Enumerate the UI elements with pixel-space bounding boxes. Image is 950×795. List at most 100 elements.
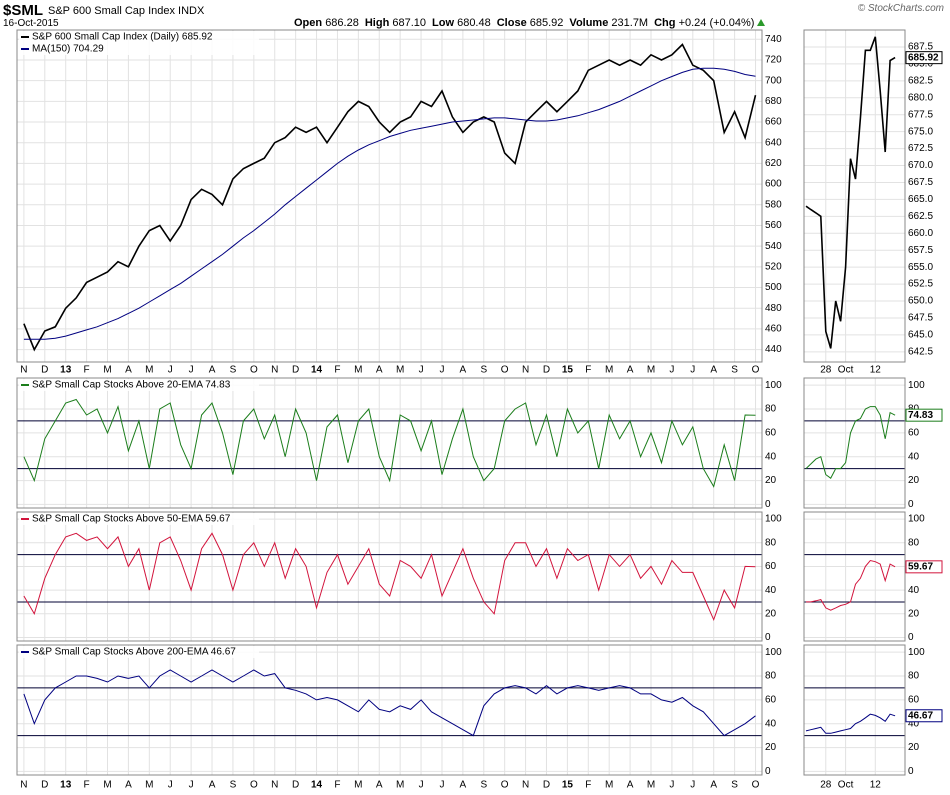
legend-label: S&P 600 Small Cap Index (Daily) 685.92: [32, 32, 213, 43]
x-tick-label: F: [334, 365, 340, 376]
y-tick-label: 520: [765, 261, 782, 272]
x-tick-label: 28: [820, 365, 832, 376]
x-tick-label: O: [501, 365, 509, 376]
x-tick-label: 12: [870, 780, 882, 791]
quote-label: Low: [432, 17, 455, 29]
x-tick-label: D: [41, 780, 48, 791]
panel-border: [16, 377, 763, 509]
y-tick-label: 100: [765, 514, 782, 525]
y-tick-label: 665.0: [908, 194, 933, 205]
y-tick-label: 677.5: [908, 109, 933, 120]
x-tick-label: S: [480, 780, 487, 791]
x-tick-label: N: [20, 780, 27, 791]
legend-label: S&P Small Cap Stocks Above 50-EMA 59.67: [32, 514, 231, 525]
panel-border: [16, 644, 763, 776]
y-tick-label: 100: [765, 647, 782, 658]
x-tick-label: 15: [562, 365, 574, 376]
x-tick-label: F: [585, 365, 591, 376]
quote-value: 680.48: [457, 17, 491, 29]
series-line: [23, 398, 756, 488]
x-tick-label: 12: [870, 365, 882, 376]
y-tick-label: 60: [765, 561, 777, 572]
last-value-box: [905, 709, 943, 723]
x-tick-label: N: [522, 780, 529, 791]
y-tick-label: 680.0: [908, 92, 933, 103]
y-tick-label: 80: [908, 537, 920, 548]
y-tick-label: 672.5: [908, 143, 933, 154]
x-tick-label: 15: [562, 780, 574, 791]
x-tick-label: M: [647, 780, 655, 791]
y-tick-label: 40: [908, 451, 920, 462]
header: $SML S&P 600 Small Cap Index INDX 16-Oct…: [0, 0, 950, 30]
quote-label: Chg: [654, 17, 676, 29]
y-tick-label: 620: [765, 158, 782, 169]
x-tick-label: A: [460, 780, 467, 791]
x-tick-label: J: [439, 365, 444, 376]
series-line: [23, 532, 756, 622]
y-tick-label: 720: [765, 55, 782, 66]
x-tick-label: M: [145, 780, 153, 791]
y-tick-label: 642.5: [908, 346, 933, 357]
series-line: [805, 406, 896, 479]
x-tick-label: A: [627, 365, 634, 376]
y-tick-label: 80: [765, 404, 777, 415]
x-tick-label: S: [731, 780, 738, 791]
y-tick-label: 670.0: [908, 160, 933, 171]
y-tick-label: 40: [765, 585, 777, 596]
up-arrow: [757, 19, 766, 26]
x-tick-label: F: [585, 780, 591, 791]
panel-bg: [804, 645, 905, 775]
panel-border: [803, 29, 906, 363]
x-tick-label: A: [376, 780, 383, 791]
y-tick-label: 60: [765, 428, 777, 439]
legend-label: S&P Small Cap Stocks Above 200-EMA 46.67: [32, 647, 236, 658]
y-tick-label: 80: [908, 671, 920, 682]
x-tick-label: J: [690, 365, 695, 376]
quote-label: Open: [294, 17, 323, 29]
y-tick-label: 0: [908, 499, 914, 510]
panel-border: [803, 511, 906, 642]
x-tick-label: Oct: [838, 365, 854, 376]
x-tick-label: J: [669, 780, 674, 791]
y-tick-label: 560: [765, 220, 782, 231]
x-tick-label: S: [230, 780, 237, 791]
y-tick-label: 0: [765, 766, 771, 777]
last-value-label: 59.67: [908, 561, 933, 572]
panel-bg: [17, 378, 762, 508]
x-tick-label: M: [605, 365, 613, 376]
y-tick-label: 60: [908, 695, 920, 706]
y-tick-label: 650.0: [908, 296, 933, 307]
y-tick-label: 687.5: [908, 42, 933, 53]
y-tick-label: 667.5: [908, 177, 933, 188]
series-line: [23, 669, 756, 737]
x-tick-label: J: [419, 780, 424, 791]
y-tick-label: 60: [908, 428, 920, 439]
credit: © StockCharts.com: [857, 3, 944, 14]
x-tick-label: D: [543, 780, 550, 791]
quote-value: 686.28: [325, 17, 359, 29]
y-tick-label: 480: [765, 303, 782, 314]
x-tick-label: J: [189, 780, 194, 791]
y-tick-label: 600: [765, 179, 782, 190]
panel-border: [16, 29, 763, 363]
x-tick-label: A: [710, 780, 717, 791]
name: S&P 600 Small Cap Index: [48, 5, 175, 17]
symbol: $SML: [3, 2, 44, 19]
panel-border: [16, 511, 763, 642]
legend-bg: [19, 31, 259, 43]
legend-bg: [19, 513, 259, 525]
y-tick-label: 647.5: [908, 313, 933, 324]
x-tick-label: O: [752, 365, 760, 376]
x-tick-label: A: [627, 780, 634, 791]
y-tick-label: 655.0: [908, 262, 933, 273]
y-tick-label: 740: [765, 34, 782, 45]
x-tick-label: J: [439, 780, 444, 791]
y-tick-label: 700: [765, 75, 782, 86]
quote-label: Volume: [569, 17, 609, 29]
x-tick-label: 13: [60, 365, 72, 376]
y-tick-label: 40: [908, 718, 920, 729]
x-tick-label: F: [84, 780, 90, 791]
x-tick-label: S: [731, 365, 738, 376]
y-tick-label: 20: [908, 475, 920, 486]
y-tick-label: 80: [765, 537, 777, 548]
